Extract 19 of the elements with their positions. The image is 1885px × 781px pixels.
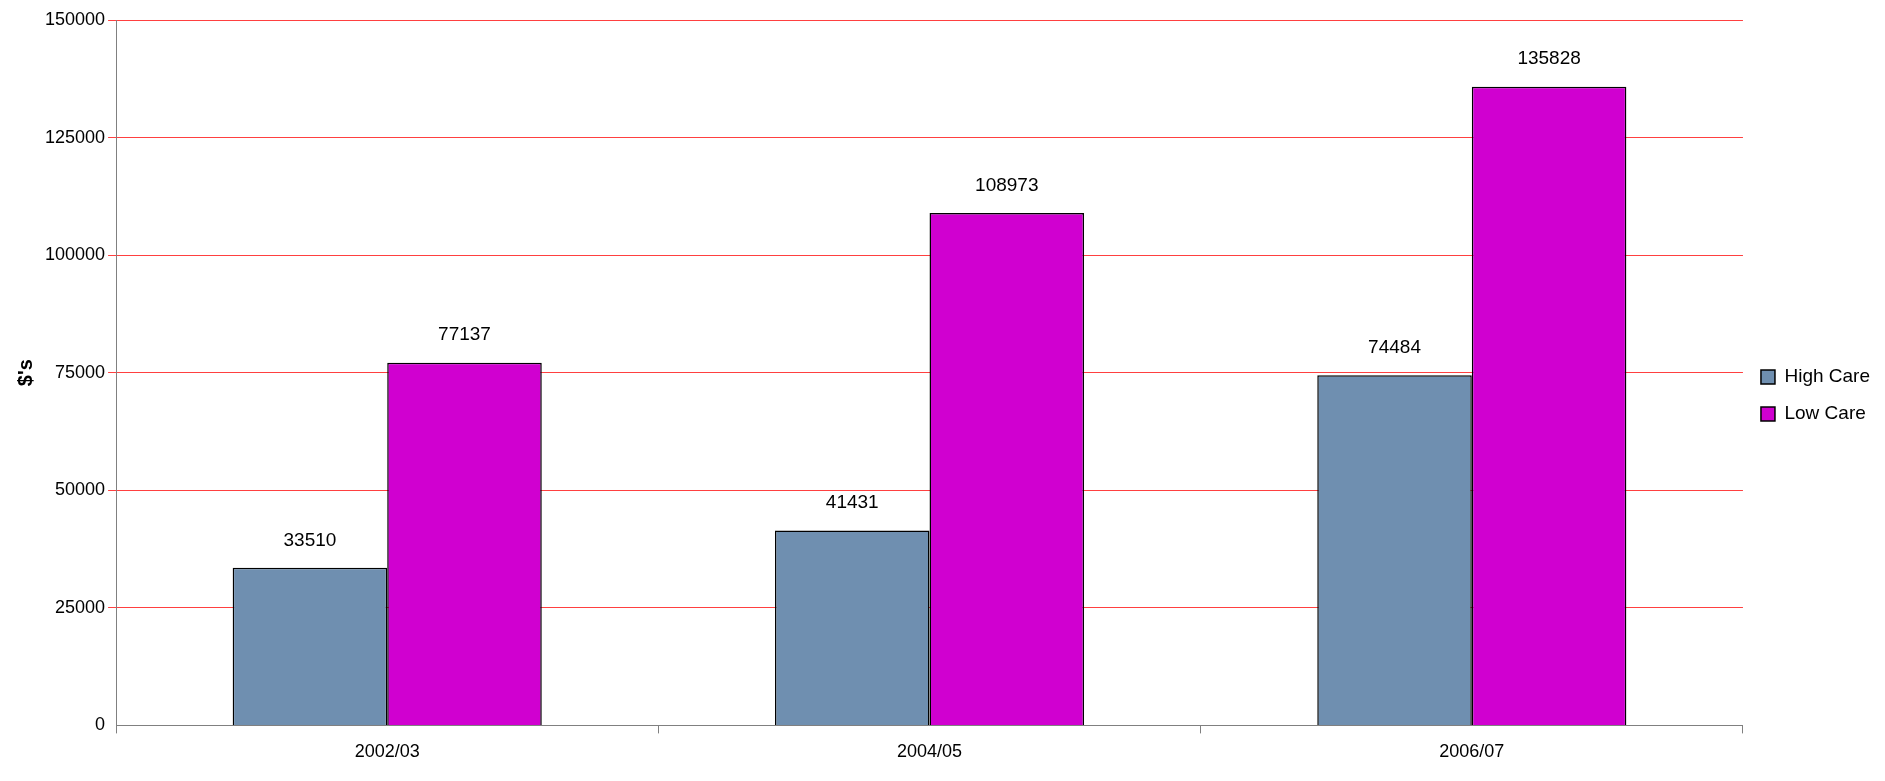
x-tick-label: 2006/07 (1439, 741, 1505, 762)
y-axis-title: $'s (13, 359, 36, 387)
y-tick-label: 150000 (44, 8, 106, 29)
y-tick-label: 75000 (55, 361, 106, 382)
y-tick-label: 0 (95, 714, 106, 735)
data-label: 135828 (1517, 47, 1581, 69)
y-tick-label: 25000 (55, 596, 106, 617)
data-label: 33510 (283, 528, 337, 550)
y-tick-label: 125000 (44, 126, 106, 147)
data-label: 77137 (438, 323, 491, 345)
x-tick-label: 2002/03 (354, 741, 420, 762)
data-label: 74484 (1368, 335, 1422, 357)
data-label: 108973 (975, 173, 1039, 195)
legend-label: Low Care (1784, 402, 1866, 424)
data-label: 41431 (825, 491, 879, 513)
y-tick-label: 50000 (55, 479, 106, 500)
x-tick-label: 2004/05 (896, 741, 963, 762)
y-tick-label: 100000 (44, 244, 106, 265)
legend-label: High Care (1784, 365, 1871, 387)
